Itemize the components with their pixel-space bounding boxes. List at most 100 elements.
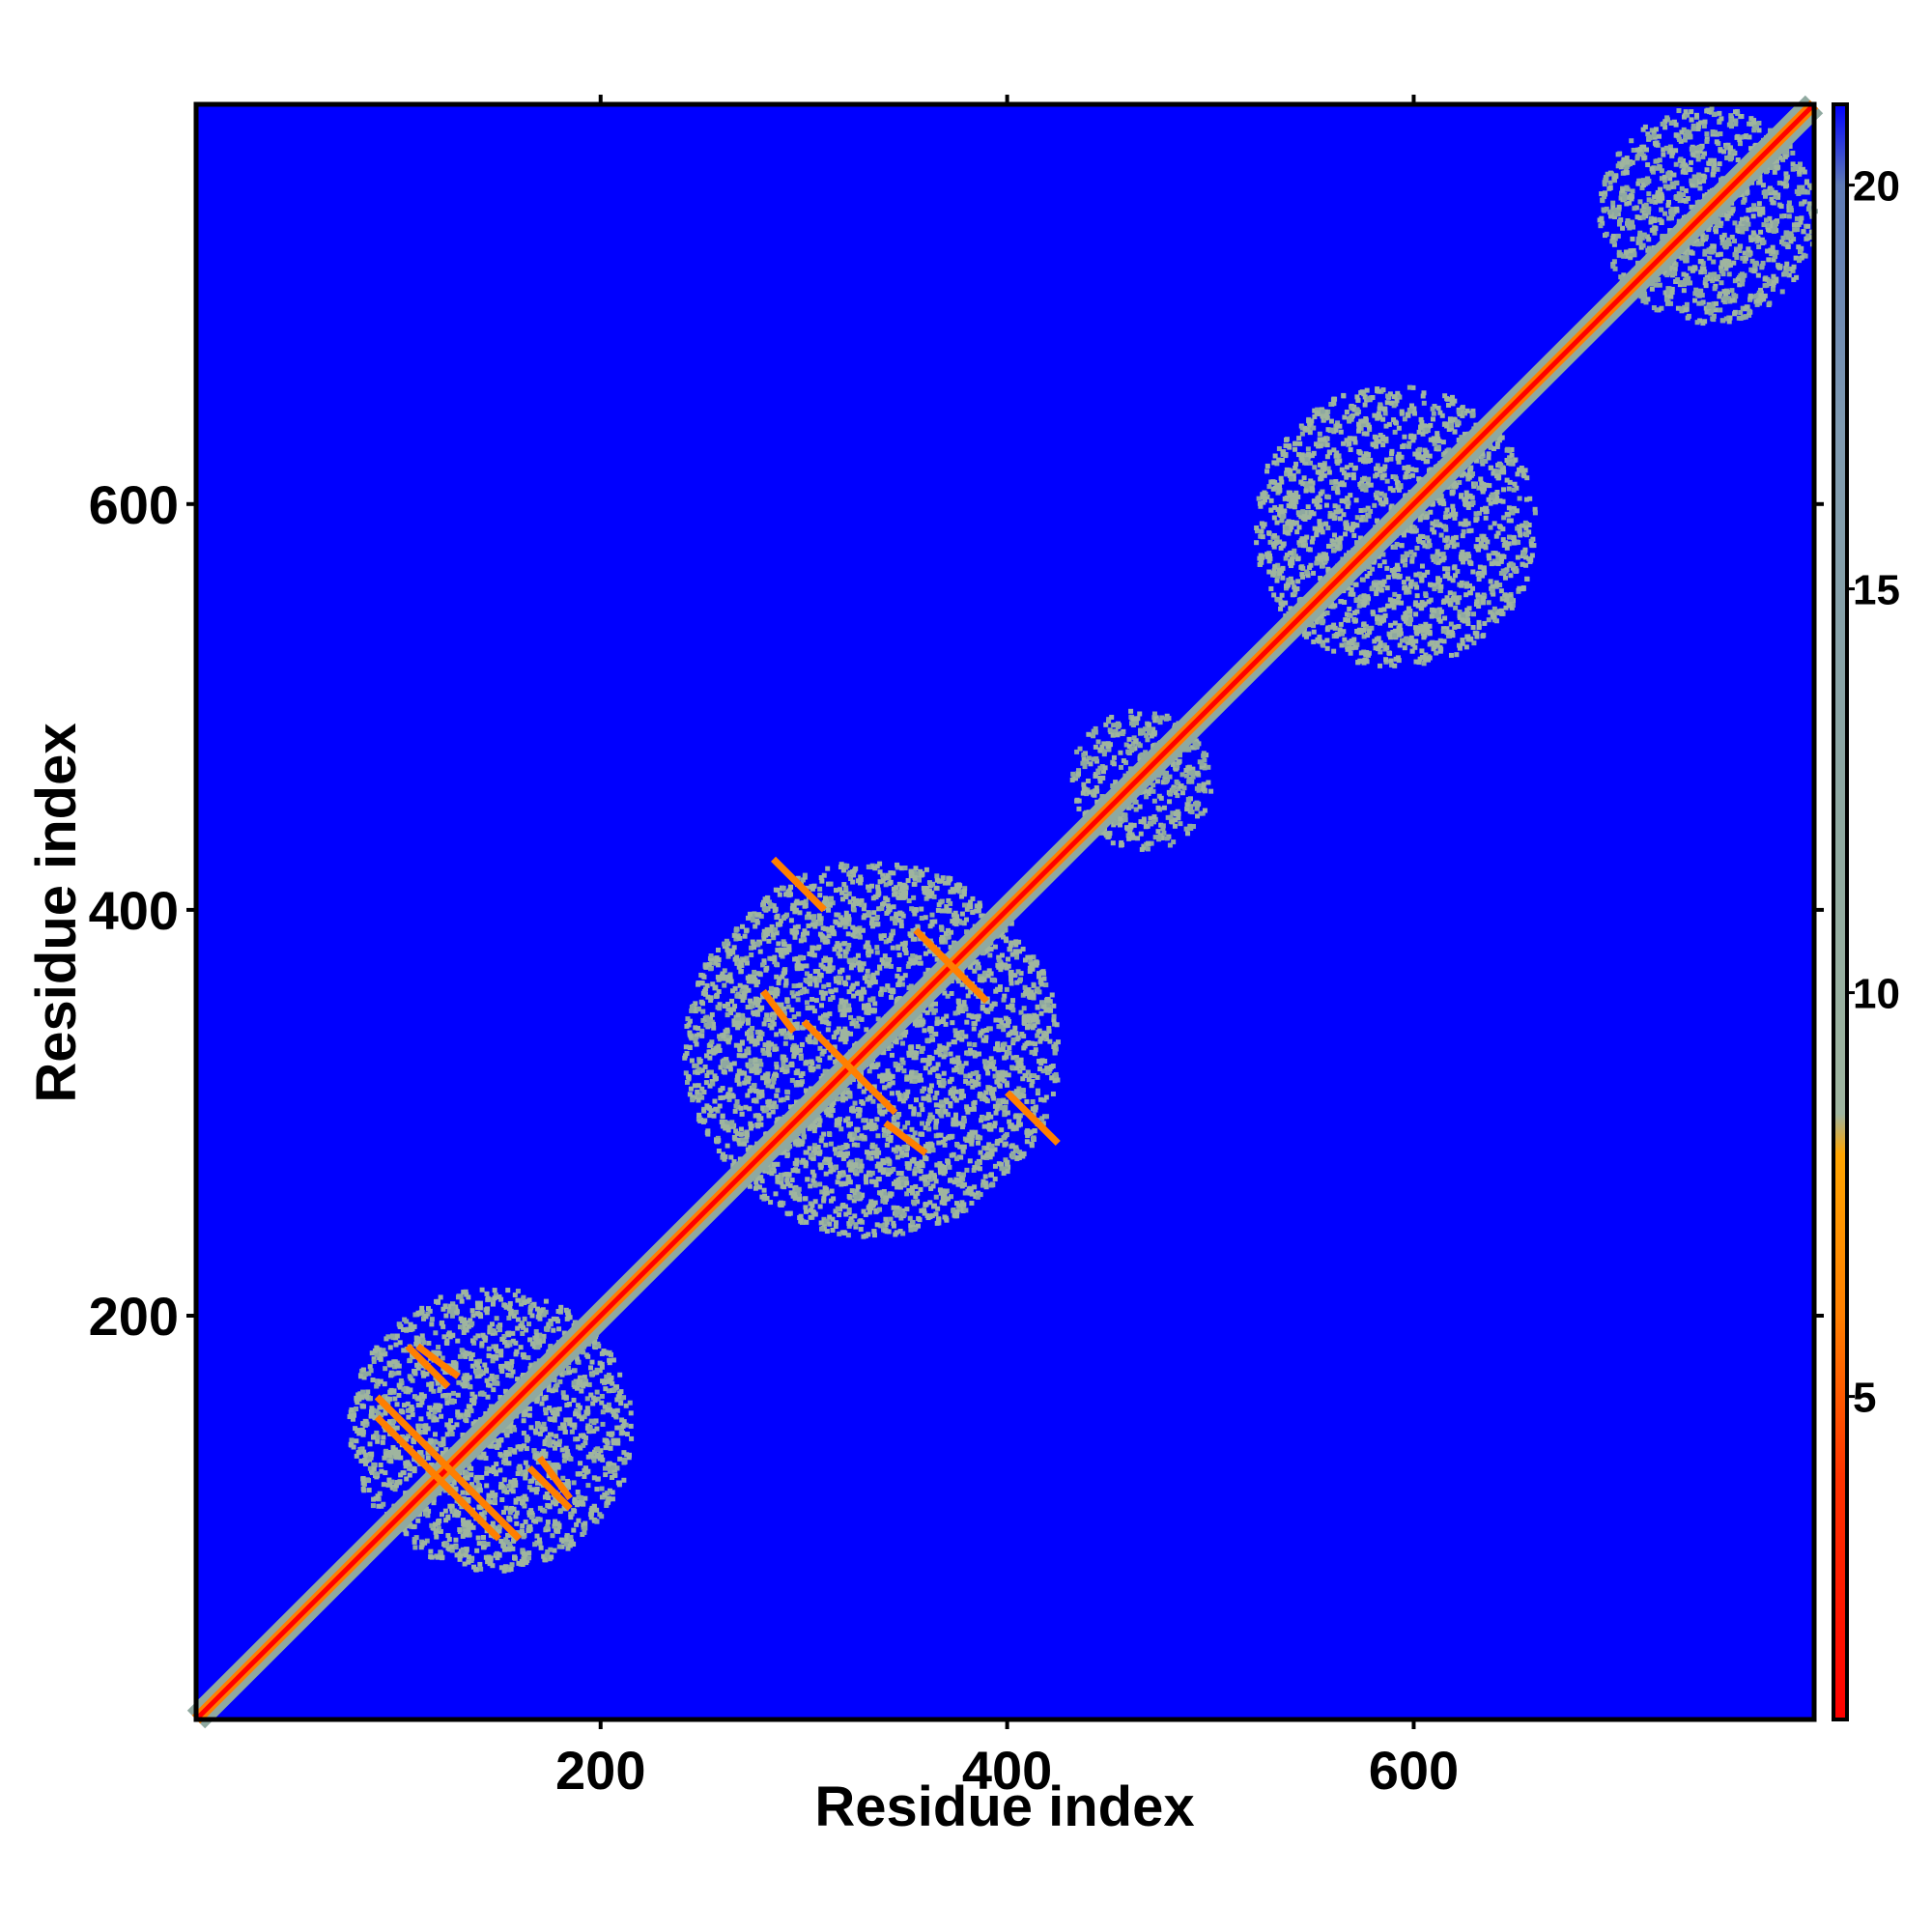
contact-cell <box>850 924 856 930</box>
contact-cell <box>362 1452 368 1458</box>
contact-cell <box>916 1160 922 1166</box>
contact-cell <box>769 1025 775 1031</box>
contact-cell <box>713 1075 719 1081</box>
contact-cell <box>941 1070 947 1076</box>
contact-cell <box>374 1351 380 1357</box>
contact-cell <box>361 1449 367 1455</box>
contact-cell <box>703 1022 709 1028</box>
contact-cell <box>474 1474 480 1480</box>
contact-cell <box>734 954 740 960</box>
contact-cell <box>868 1199 874 1205</box>
contact-cell <box>861 1089 867 1094</box>
contact-cell <box>907 1075 913 1081</box>
contact-cell <box>402 1527 408 1533</box>
contact-cell <box>581 1350 586 1355</box>
contact-cell <box>352 1412 357 1418</box>
contact-cell <box>739 1012 745 1018</box>
contact-cell <box>862 902 867 908</box>
contact-cell <box>1022 957 1028 963</box>
contact-cell <box>422 1430 428 1435</box>
contact-cell <box>487 1561 493 1567</box>
contact-cell <box>605 1440 611 1446</box>
contact-cell <box>408 1321 413 1327</box>
contact-cell <box>789 1178 795 1183</box>
contact-cell <box>908 956 914 962</box>
contact-cell <box>488 1443 494 1449</box>
contact-cell <box>912 1227 918 1233</box>
contact-cell <box>363 1459 369 1464</box>
contact-cell <box>980 1094 986 1099</box>
contact-cell <box>585 1353 591 1359</box>
contact-cell <box>1055 1077 1061 1083</box>
contact-cell <box>360 1432 366 1437</box>
contact-cell <box>602 1465 608 1471</box>
contact-cell <box>846 891 852 896</box>
contact-cell <box>705 1131 711 1137</box>
contact-cell <box>560 1475 566 1481</box>
contact-cell <box>528 1304 534 1310</box>
contact-cell <box>588 1515 594 1520</box>
contact-cell <box>861 1208 867 1214</box>
contact-cell <box>828 881 834 887</box>
contact-cell <box>582 1465 588 1471</box>
contact-cell <box>954 1213 960 1219</box>
contact-cell <box>897 1035 903 1040</box>
contact-cell <box>620 1430 626 1435</box>
contact-cell <box>742 1070 748 1076</box>
contact-cell <box>1043 982 1049 988</box>
contact-cell <box>449 1544 455 1549</box>
contact-cell <box>1002 1041 1008 1047</box>
contact-cell <box>465 1475 470 1481</box>
contact-cell <box>440 1306 446 1312</box>
contact-cell <box>523 1460 528 1465</box>
contact-cell <box>710 981 716 987</box>
contact-cell <box>607 1406 612 1412</box>
contact-cell <box>955 918 961 923</box>
contact-cell <box>991 1123 997 1129</box>
contact-cell <box>970 960 976 966</box>
contact-cell <box>972 1099 978 1105</box>
contact-cell <box>464 1327 469 1333</box>
contact-cell <box>848 1216 854 1222</box>
contact-cell <box>455 1338 461 1344</box>
contact-cell <box>949 1194 954 1200</box>
contact-cell <box>416 1396 422 1402</box>
contact-cell <box>744 1048 750 1054</box>
contact-cell <box>914 870 920 876</box>
contact-cell <box>467 1375 472 1380</box>
contact-cell <box>437 1386 442 1392</box>
contact-cell <box>996 1097 1002 1103</box>
contact-cell <box>872 1200 878 1206</box>
contact-cell <box>436 1403 441 1408</box>
contact-cell <box>885 872 891 878</box>
contact-cell <box>370 1378 376 1383</box>
contact-cell <box>894 1149 899 1154</box>
contact-cell <box>599 1486 605 1492</box>
contact-cell <box>923 1202 928 1208</box>
contact-cell <box>526 1297 532 1303</box>
contact-cell <box>879 1078 885 1084</box>
contact-cell <box>567 1543 573 1548</box>
contact-cell <box>358 1374 364 1379</box>
contact-cell <box>462 1350 468 1355</box>
contact-cell <box>540 1452 546 1458</box>
contact-cell <box>366 1455 372 1461</box>
contact-cell <box>987 1064 993 1069</box>
contact-cell <box>846 1209 852 1215</box>
contact-cell <box>477 1301 483 1307</box>
contact-cell <box>720 1151 725 1157</box>
contact-cell <box>449 1483 455 1489</box>
contact-cell <box>588 1418 594 1424</box>
contact-cell <box>603 1386 609 1392</box>
contact-cell <box>490 1492 496 1498</box>
contact-cell <box>477 1561 483 1567</box>
contact-cell <box>407 1472 412 1478</box>
contact-cell <box>901 1068 907 1074</box>
contact-cell <box>939 1200 945 1206</box>
contact-cell <box>913 955 919 961</box>
contact-cell <box>826 1106 832 1112</box>
contact-cell <box>438 1528 443 1534</box>
contact-cell <box>385 1334 391 1340</box>
contact-cell <box>734 1131 740 1137</box>
contact-cell <box>930 1183 936 1189</box>
